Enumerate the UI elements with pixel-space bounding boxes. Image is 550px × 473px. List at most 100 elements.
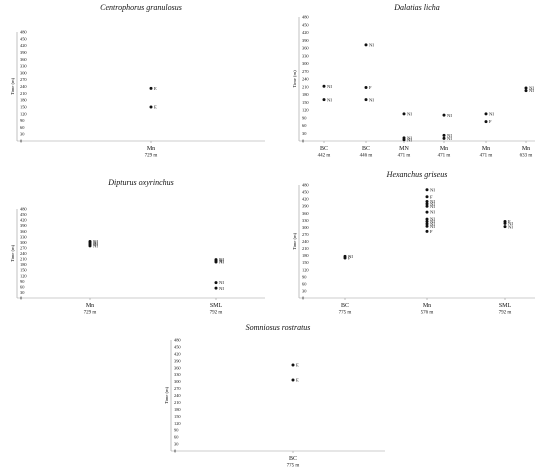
x-tick-sublabel: 442 m — [318, 154, 331, 159]
y-tick-label: 420 — [302, 30, 309, 35]
y-tick-label: 360 — [302, 46, 309, 51]
y-tick-label: 270 — [174, 386, 181, 391]
x-tick-sublabel: 792 m — [210, 311, 223, 316]
data-point — [322, 98, 326, 102]
data-label: NI — [93, 241, 98, 246]
y-tick-label: 390 — [20, 223, 27, 228]
y-tick-label: 210 — [302, 246, 309, 251]
x-tick-sublabel: 471 m — [480, 154, 493, 159]
data-point — [484, 120, 488, 124]
y-tick-label: 180 — [302, 253, 309, 258]
data-label: F — [348, 256, 351, 261]
y-tick-label: 360 — [174, 365, 181, 370]
y-axis-label: Time (m) — [292, 232, 297, 250]
data-label: NI — [529, 88, 534, 93]
data-label: NI — [93, 239, 98, 244]
data-label: NI — [430, 221, 435, 226]
data-label: NI — [447, 136, 452, 141]
y-tick-label: 300 — [302, 61, 309, 66]
y-tick-label: 480 — [302, 183, 309, 188]
y-tick-label: 0 — [302, 296, 305, 301]
y-tick-label: 480 — [174, 338, 181, 343]
y-tick-label: 390 — [302, 204, 309, 209]
y-tick-label: 0 — [20, 296, 23, 301]
y-tick-label: 390 — [174, 358, 181, 363]
data-label: F — [508, 219, 511, 224]
y-tick-label: 180 — [20, 262, 27, 267]
data-point — [524, 89, 528, 93]
y-tick-label: 120 — [20, 111, 27, 116]
x-tick-label: Mn — [440, 146, 448, 152]
y-axis-label: Time (m) — [10, 77, 15, 95]
y-tick-label: 450 — [174, 344, 181, 349]
y-tick-label: 240 — [20, 84, 27, 89]
data-point — [364, 98, 368, 102]
y-tick-label: 420 — [20, 43, 27, 48]
y-tick-label: 330 — [20, 234, 27, 239]
y-tick-label: 120 — [174, 421, 181, 426]
data-label: F — [489, 119, 492, 124]
x-tick-label: Mn — [86, 303, 94, 309]
panel-3: Dipturus oxyrinchus 030609012015018021024… — [10, 178, 265, 316]
data-label: NI — [430, 204, 435, 209]
x-tick-label: BC — [320, 146, 328, 152]
panel-2: Dalatias licha 0 30 60 90 120 150 180 210 240 270 3… — [292, 3, 535, 159]
data-point — [503, 225, 507, 229]
data-label: NI — [407, 111, 412, 116]
y-axis-label: Time (m) — [10, 244, 15, 262]
y-tick-label: 180 — [20, 98, 27, 103]
y-tick-label: 330 — [20, 64, 27, 69]
panel-title: Somniosus rostratus — [246, 323, 311, 332]
data-point — [484, 112, 488, 116]
x-tick-label: SML — [499, 303, 512, 309]
panel-5: Somniosus rostratus 0 30 60 90 120 150 180 210 24… — [164, 323, 385, 469]
y-tick-label: 60 — [20, 284, 25, 289]
y-tick-label: 30 — [302, 131, 307, 136]
data-label: NI — [93, 242, 98, 247]
y-tick-label: 180 — [302, 92, 309, 97]
data-point — [343, 256, 347, 260]
x-tick-sublabel: 633 m — [520, 154, 533, 159]
data-label: E — [296, 363, 299, 368]
y-tick-label: 360 — [302, 211, 309, 216]
data-label: NI — [430, 201, 435, 206]
x-tick-sublabel: 792 m — [499, 311, 512, 316]
y-tick-label: 330 — [302, 218, 309, 223]
data-label: NI — [219, 280, 224, 285]
y-tick-label: 420 — [20, 218, 27, 223]
x-tick-label: SML — [210, 303, 223, 309]
y-tick-label: 150 — [302, 260, 309, 265]
data-point — [425, 188, 429, 192]
x-tick-sublabel: 471 m — [398, 154, 411, 159]
y-tick-label: 270 — [302, 232, 309, 237]
data-point — [425, 217, 429, 221]
x-tick-sublabel: 775 m — [339, 311, 352, 316]
y-tick-label: 150 — [302, 100, 309, 105]
x-tick-label: BC — [362, 146, 370, 152]
data-label: E — [154, 86, 157, 91]
data-point — [291, 378, 295, 382]
data-label: NI — [327, 84, 332, 89]
y-tick-label: 0 — [174, 449, 177, 454]
y-tick-label: 210 — [302, 84, 309, 89]
y-tick-label: 90 — [174, 428, 179, 433]
panel-title: Centrophorus granulosus — [100, 3, 182, 12]
y-tick-label: 450 — [20, 36, 27, 41]
y-tick-label: 360 — [20, 229, 27, 234]
x-tick-label: Mn — [423, 303, 431, 309]
y-tick-label: 330 — [302, 53, 309, 58]
data-point — [402, 138, 406, 142]
y-tick-label: 420 — [174, 351, 181, 356]
data-label: NI — [447, 133, 452, 138]
y-tick-label: 0 — [20, 139, 23, 144]
x-tick-label: Mn — [147, 146, 155, 152]
x-tick-sublabel: 729 m — [84, 311, 97, 316]
y-tick-label: 480 — [302, 15, 309, 20]
data-point — [214, 281, 218, 285]
data-point — [149, 86, 153, 90]
x-tick-sublabel: 446 m — [360, 154, 373, 159]
y-axis-label: Time (m) — [292, 70, 297, 88]
data-label: NI — [430, 210, 435, 215]
data-label: F — [430, 229, 433, 234]
